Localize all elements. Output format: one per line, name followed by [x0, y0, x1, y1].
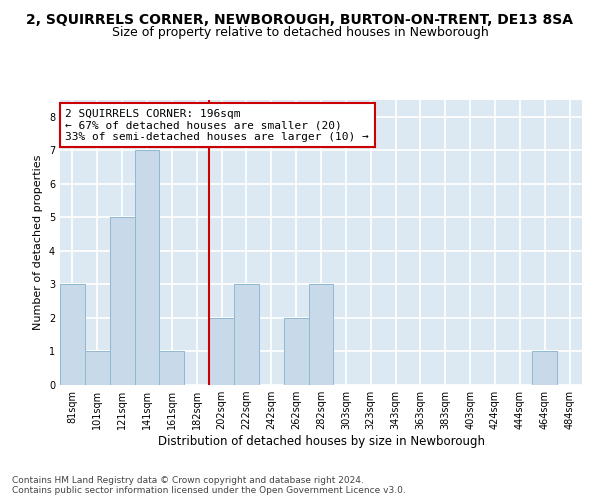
Bar — [60, 284, 85, 385]
X-axis label: Distribution of detached houses by size in Newborough: Distribution of detached houses by size … — [157, 435, 485, 448]
Bar — [234, 284, 259, 385]
Bar — [308, 284, 334, 385]
Bar — [284, 318, 308, 385]
Bar — [134, 150, 160, 385]
Text: Size of property relative to detached houses in Newborough: Size of property relative to detached ho… — [112, 26, 488, 39]
Text: 2 SQUIRRELS CORNER: 196sqm
← 67% of detached houses are smaller (20)
33% of semi: 2 SQUIRRELS CORNER: 196sqm ← 67% of deta… — [65, 108, 369, 142]
Bar — [209, 318, 234, 385]
Bar — [110, 218, 134, 385]
Text: Contains HM Land Registry data © Crown copyright and database right 2024.
Contai: Contains HM Land Registry data © Crown c… — [12, 476, 406, 495]
Bar — [532, 352, 557, 385]
Text: 2, SQUIRRELS CORNER, NEWBOROUGH, BURTON-ON-TRENT, DE13 8SA: 2, SQUIRRELS CORNER, NEWBOROUGH, BURTON-… — [26, 12, 574, 26]
Y-axis label: Number of detached properties: Number of detached properties — [34, 155, 43, 330]
Bar — [85, 352, 110, 385]
Bar — [160, 352, 184, 385]
